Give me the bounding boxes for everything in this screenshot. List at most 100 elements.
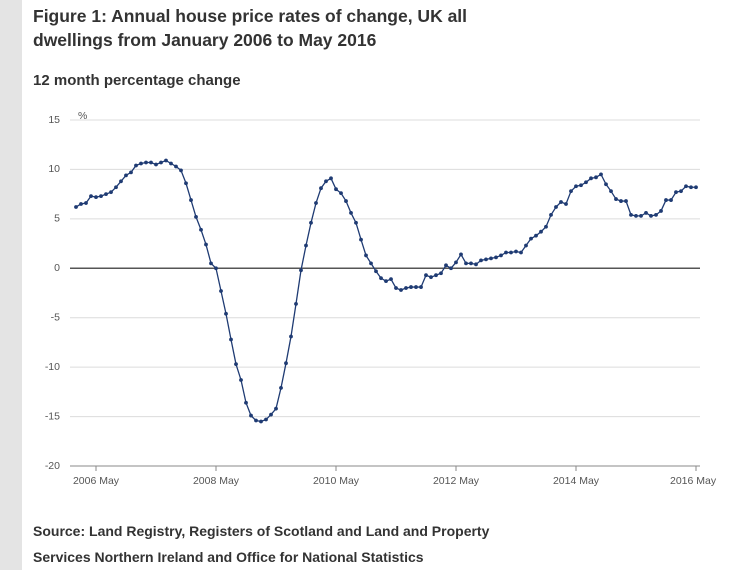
data-point bbox=[444, 263, 448, 268]
data-point bbox=[474, 262, 478, 267]
x-tick-label: 2006 May bbox=[73, 475, 120, 487]
data-point bbox=[559, 200, 563, 204]
data-point bbox=[504, 250, 508, 255]
data-point bbox=[189, 198, 193, 202]
data-point bbox=[624, 199, 628, 203]
data-point bbox=[149, 160, 153, 165]
data-point bbox=[519, 250, 523, 255]
x-tick-label: 2016 May bbox=[670, 475, 717, 487]
data-point bbox=[319, 186, 323, 191]
data-point bbox=[414, 285, 418, 289]
data-point bbox=[289, 334, 293, 339]
data-point bbox=[529, 236, 533, 241]
data-point bbox=[309, 220, 313, 225]
y-tick-label: 15 bbox=[48, 114, 60, 126]
data-point bbox=[669, 198, 673, 202]
data-point bbox=[674, 190, 678, 195]
data-point bbox=[449, 266, 453, 271]
data-point bbox=[264, 417, 268, 422]
data-point bbox=[174, 164, 178, 169]
data-point bbox=[619, 199, 623, 203]
data-point bbox=[194, 214, 198, 219]
data-point bbox=[214, 266, 218, 271]
data-point bbox=[164, 158, 168, 163]
data-point bbox=[114, 185, 118, 190]
data-point bbox=[169, 161, 173, 166]
x-tick-label: 2010 May bbox=[313, 475, 360, 487]
data-point bbox=[184, 181, 188, 186]
data-point bbox=[299, 268, 303, 273]
x-tick-label: 2008 May bbox=[193, 475, 240, 487]
data-point bbox=[124, 173, 128, 178]
data-point bbox=[394, 286, 398, 290]
data-point bbox=[459, 252, 463, 257]
data-point bbox=[304, 243, 308, 248]
data-point bbox=[574, 184, 578, 189]
data-point bbox=[584, 180, 588, 185]
data-point bbox=[79, 202, 83, 206]
data-point bbox=[479, 258, 483, 263]
data-point bbox=[104, 192, 108, 197]
data-point bbox=[429, 275, 433, 280]
data-point bbox=[349, 211, 353, 215]
data-point bbox=[509, 250, 513, 255]
data-point bbox=[89, 194, 93, 199]
y-tick-label: 10 bbox=[48, 163, 60, 175]
data-point bbox=[269, 412, 273, 417]
data-point bbox=[494, 255, 498, 260]
data-point bbox=[454, 260, 458, 265]
data-point bbox=[229, 337, 233, 342]
data-point bbox=[344, 199, 348, 203]
data-point bbox=[284, 361, 288, 366]
data-point bbox=[664, 198, 668, 202]
data-point bbox=[659, 209, 663, 213]
data-line bbox=[75, 159, 696, 423]
data-point bbox=[324, 179, 328, 184]
data-point bbox=[279, 386, 283, 390]
data-point bbox=[404, 286, 408, 290]
y-tick-label: -10 bbox=[45, 361, 60, 373]
data-point bbox=[74, 205, 78, 209]
y-tick-label: -20 bbox=[45, 460, 60, 472]
data-point bbox=[274, 406, 278, 411]
data-point bbox=[499, 253, 503, 258]
data-point bbox=[554, 205, 558, 209]
data-point bbox=[604, 182, 608, 187]
data-point bbox=[389, 277, 393, 282]
y-unit: % bbox=[78, 110, 87, 122]
y-tick-label: 5 bbox=[54, 213, 60, 225]
data-point bbox=[544, 224, 548, 229]
data-point bbox=[639, 213, 643, 218]
side-strip bbox=[0, 0, 22, 570]
data-point bbox=[469, 261, 473, 266]
data-point bbox=[614, 197, 618, 201]
data-point bbox=[179, 168, 183, 173]
data-point bbox=[514, 249, 518, 254]
data-point bbox=[144, 160, 148, 165]
data-point bbox=[159, 160, 163, 165]
data-point bbox=[239, 378, 243, 382]
data-point bbox=[634, 213, 638, 218]
data-point bbox=[399, 288, 403, 292]
data-point bbox=[99, 194, 103, 199]
data-point bbox=[109, 190, 113, 195]
data-point bbox=[384, 279, 388, 284]
data-point bbox=[654, 213, 658, 217]
data-point bbox=[359, 237, 363, 242]
data-point bbox=[204, 242, 208, 247]
data-point bbox=[594, 175, 598, 180]
source-note: Source: Land Registry, Registers of Scot… bbox=[33, 523, 490, 565]
data-point bbox=[609, 189, 613, 194]
x-tick-label: 2014 May bbox=[553, 475, 600, 487]
data-point bbox=[139, 161, 143, 166]
data-point bbox=[679, 189, 683, 194]
x-tick-label: 2012 May bbox=[433, 475, 480, 487]
data-point bbox=[579, 183, 583, 188]
data-point bbox=[249, 413, 253, 418]
data-point bbox=[339, 191, 343, 196]
data-point bbox=[689, 185, 693, 190]
data-point bbox=[534, 233, 538, 238]
data-point bbox=[409, 285, 413, 289]
